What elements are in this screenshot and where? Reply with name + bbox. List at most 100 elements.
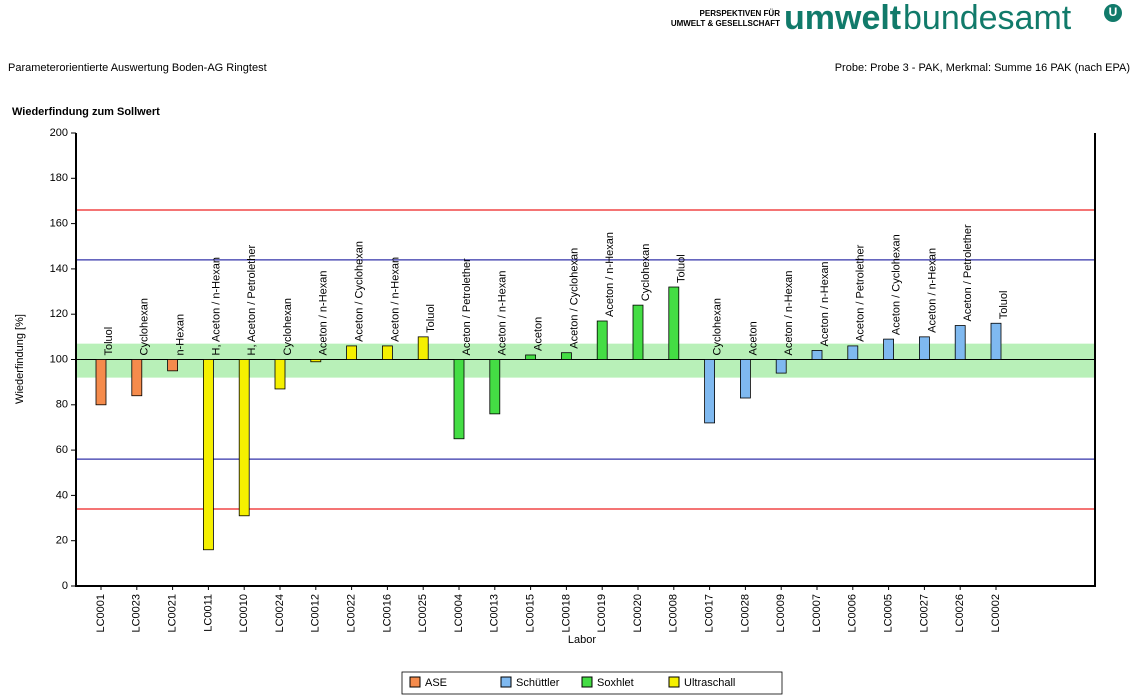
x-tick-label: LC0023 — [131, 594, 143, 633]
bar-label: n-Hexan — [175, 314, 187, 356]
bar-label: Toluol — [425, 304, 437, 333]
logo-bold: umwelt — [784, 0, 901, 37]
bar — [489, 359, 501, 415]
x-axis-label: Labor — [568, 634, 596, 646]
x-tick-label: LC0015 — [525, 594, 537, 633]
bar-label: H, Aceton / Petrolether — [246, 244, 258, 355]
logo-circle — [1104, 4, 1122, 22]
x-tick-label: LC0008 — [668, 594, 680, 633]
bar — [668, 286, 680, 360]
x-tick-label: LC0027 — [918, 594, 930, 633]
bar — [561, 352, 572, 360]
x-tick-label: LC0001 — [95, 594, 107, 633]
y-tick-label: 40 — [56, 489, 68, 501]
bar-label: Aceton — [533, 317, 545, 351]
bar — [740, 359, 751, 399]
bar-label: Aceton / Petrolether — [461, 258, 473, 356]
x-tick-label: LC0016 — [381, 594, 393, 633]
x-tick-label: LC0006 — [847, 594, 859, 633]
legend-label: Soxhlet — [597, 677, 634, 689]
bar-label: Cyclohexan — [640, 244, 652, 301]
x-tick-label: LC0024 — [274, 594, 286, 633]
bar — [95, 359, 107, 406]
bar — [990, 322, 1002, 360]
bar — [811, 350, 823, 360]
bar-label: Aceton / Cyclohexan — [354, 241, 366, 342]
y-tick-label: 160 — [50, 218, 68, 230]
y-tick-label: 120 — [50, 308, 68, 320]
bar-label: Aceton / Petrolether — [962, 224, 974, 322]
bar — [202, 359, 214, 551]
bar — [131, 359, 143, 397]
bar — [883, 338, 894, 360]
x-tick-label: LC0009 — [775, 594, 787, 633]
bar-label: Aceton / n-Hexan — [389, 257, 401, 342]
x-tick-label: LC0026 — [954, 594, 966, 633]
bar-label: Aceton / Cyclohexan — [891, 234, 903, 335]
x-tick-label: LC0011 — [202, 594, 214, 632]
x-tick-label: LC0021 — [167, 594, 179, 633]
bar — [310, 359, 322, 363]
bar — [167, 359, 179, 372]
y-tick-label: 100 — [50, 353, 68, 365]
x-tick-label: LC0020 — [632, 594, 644, 633]
bar-label: Cyclohexan — [282, 298, 294, 355]
bar-label: Toluol — [676, 254, 688, 283]
bar — [525, 354, 536, 360]
x-tick-label: LC0022 — [346, 594, 358, 633]
header-right: Probe: Probe 3 - PAK, Merkmal: Summe 16 … — [835, 62, 1130, 74]
bar-label: Aceton — [747, 321, 759, 355]
bar-label: Aceton / n-Hexan — [783, 271, 795, 356]
bar-label: Cyclohexan — [712, 298, 724, 355]
legend-label: Ultraschall — [684, 677, 735, 689]
bar-label: Aceton / n-Hexan — [604, 232, 616, 317]
bar — [274, 359, 286, 390]
legend-label: Schüttler — [516, 677, 560, 689]
legend-swatch — [668, 676, 680, 688]
axis-frame — [75, 133, 1096, 587]
bar — [381, 345, 393, 360]
x-tick-label: LC0004 — [453, 594, 465, 633]
bar — [346, 345, 358, 360]
bar — [847, 345, 859, 360]
legend-box — [401, 671, 783, 695]
x-tick-label: LC0012 — [310, 594, 322, 633]
bar — [238, 359, 250, 517]
x-tick-label: LC0005 — [883, 594, 895, 633]
bar-label: Aceton / n-Hexan — [819, 261, 831, 346]
x-tick-label: LC0013 — [489, 594, 501, 633]
chart-title: Wiederfindung zum Sollwert — [12, 106, 160, 118]
bar — [453, 359, 465, 440]
bar — [954, 325, 966, 360]
legend-label: ASE — [425, 677, 447, 689]
bar — [775, 359, 787, 374]
logo-bottom: UMWELT & GESELLSCHAFT — [671, 19, 780, 28]
band — [76, 343, 1095, 378]
logo-mark: U — [1109, 5, 1118, 19]
bar — [417, 336, 429, 360]
bar — [704, 359, 715, 424]
legend-swatch — [409, 676, 421, 688]
bar-label: Aceton / n-Hexan — [318, 271, 330, 356]
header-left: Parameterorientierte Auswertung Boden-AG… — [8, 62, 267, 74]
bar-label: Toluol — [998, 291, 1010, 320]
bar-label: Aceton / n-Hexan — [926, 248, 938, 333]
x-tick-label: LC0007 — [811, 594, 823, 633]
legend-swatch — [581, 676, 593, 688]
bar-label: Aceton / Petrolether — [855, 244, 867, 342]
y-tick-label: 60 — [56, 444, 68, 456]
logo-top: PERSPEKTIVEN FÜR — [700, 9, 781, 18]
bar-label: Toluol — [103, 327, 115, 356]
y-tick-label: 0 — [62, 580, 68, 592]
y-tick-label: 200 — [50, 127, 68, 139]
x-tick-label: LC0010 — [238, 594, 250, 633]
logo-light: bundesamt — [903, 0, 1072, 37]
bar — [596, 320, 608, 360]
x-tick-label: LC0017 — [704, 594, 716, 633]
bar — [632, 304, 644, 360]
bar-label: H, Aceton / n-Hexan — [210, 257, 222, 355]
legend-swatch — [500, 676, 512, 688]
bar-label: Aceton / Cyclohexan — [568, 248, 580, 349]
y-axis-label: Wiederfindung [%] — [14, 314, 26, 404]
